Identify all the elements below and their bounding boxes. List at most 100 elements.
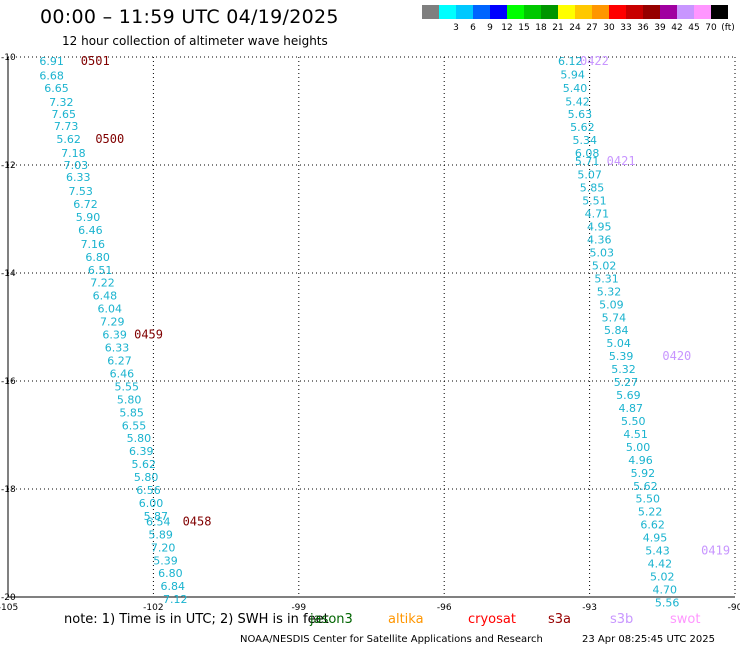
footer-timestamp: 23 Apr 08:25:45 UTC 2025	[582, 634, 715, 645]
lat-tick-label: -16	[1, 377, 16, 387]
wave-height-value: 5.43	[645, 545, 670, 558]
wave-height-value: 6.91	[39, 55, 64, 68]
scale-unit: (ft)	[721, 23, 735, 33]
wave-height-value: 5.02	[592, 259, 617, 272]
wave-height-value: 7.73	[54, 120, 79, 133]
wave-height-value: 5.39	[153, 554, 178, 567]
scale-label: 39	[654, 23, 666, 33]
wave-height-value: 6.48	[93, 290, 118, 303]
wave-height-value: 5.34	[573, 134, 598, 147]
track-time-label: 0419	[701, 544, 730, 558]
lon-tick-label: -90	[728, 603, 740, 613]
wave-height-value: 7.16	[81, 238, 106, 251]
wave-height-value: 5.22	[638, 506, 663, 519]
track-time-label: 0458	[183, 514, 212, 528]
wave-height-value: 5.69	[616, 389, 641, 402]
scale-swatch	[490, 5, 507, 19]
wave-height-value: 7.22	[90, 277, 115, 290]
wave-height-value: 5.94	[560, 68, 585, 81]
track-time-label: 0422	[580, 54, 609, 68]
wave-height-value: 6.46	[78, 224, 103, 237]
wave-height-value: 5.09	[599, 298, 624, 311]
wave-height-value: 6.68	[39, 69, 64, 82]
scale-label: 33	[620, 23, 632, 33]
wave-height-value: 5.39	[609, 350, 634, 363]
track-time-label: 0500	[95, 132, 124, 146]
scale-swatch	[439, 5, 456, 19]
wave-height-value: 5.51	[582, 195, 607, 208]
scale-swatch	[422, 5, 439, 19]
wave-height-value: 4.36	[587, 234, 612, 247]
wave-height-value: 6.04	[98, 303, 123, 316]
wave-height-value: 5.87	[144, 510, 169, 523]
wave-height-value: 5.90	[76, 211, 101, 224]
satellite-legend-altika: altika	[388, 612, 424, 627]
scale-label: 21	[552, 23, 564, 33]
scale-label: 6	[470, 23, 476, 33]
wave-height-value: 7.29	[100, 316, 125, 329]
scale-swatch	[609, 5, 626, 19]
wave-height-value: 7.32	[49, 96, 74, 109]
wave-height-value: 6.33	[66, 171, 91, 184]
scale-label: 30	[603, 23, 615, 33]
lon-tick-label: -96	[437, 603, 452, 613]
lon-tick-label: -99	[291, 603, 306, 613]
wave-height-value: 6.65	[44, 82, 69, 95]
wave-height-value: 6.39	[129, 445, 154, 458]
scale-swatch	[575, 5, 592, 19]
wave-height-value: 5.04	[606, 337, 631, 350]
scale-swatch	[660, 5, 677, 19]
wave-height-value: 7.12	[163, 593, 188, 606]
wave-height-value: 5.02	[650, 570, 675, 583]
wave-height-value: 4.95	[643, 532, 668, 545]
wave-height-value: 5.62	[56, 133, 81, 146]
scale-swatch	[694, 5, 711, 19]
wave-height-value: 7.18	[61, 147, 86, 160]
wave-height-value: 7.53	[68, 185, 93, 198]
wave-height-value: 7.65	[51, 108, 76, 121]
scale-label: 70	[705, 23, 717, 33]
wave-height-value: 4.87	[619, 402, 644, 415]
scale-swatch	[677, 5, 694, 19]
wave-height-value: 4.71	[585, 208, 610, 221]
wave-height-value: 4.70	[652, 583, 677, 596]
scale-label: 18	[535, 23, 547, 33]
wave-height-value: 5.31	[594, 272, 619, 285]
scale-swatch	[643, 5, 660, 19]
wave-height-value: 5.50	[621, 415, 646, 428]
wave-height-value: 6.62	[640, 519, 665, 532]
wave-height-value: 5.62	[570, 121, 595, 134]
scale-swatch	[456, 5, 473, 19]
scale-label: 15	[518, 23, 530, 33]
wave-height-value: 5.89	[148, 528, 173, 541]
scale-swatch	[626, 5, 643, 19]
scale-label: 12	[501, 23, 513, 33]
satellite-legend-jason3: jason3	[310, 612, 353, 627]
wave-height-value: 6.80	[158, 567, 183, 580]
wave-height-value: 6.72	[73, 198, 98, 211]
wave-height-value: 5.62	[633, 480, 658, 493]
wave-height-value: 5.84	[604, 324, 629, 337]
wave-height-value: 5.92	[631, 467, 656, 480]
scale-swatch	[541, 5, 558, 19]
track-time-label: 0501	[81, 54, 110, 68]
wave-height-value: 4.42	[648, 558, 673, 571]
wave-height-value: 6.80	[85, 251, 110, 264]
lat-tick-label: -14	[1, 269, 16, 279]
scale-swatch	[524, 5, 541, 19]
wave-height-value: 6.39	[102, 329, 127, 342]
scale-label: 36	[637, 23, 649, 33]
wave-height-value: 7.20	[151, 541, 176, 554]
wave-height-value: 4.51	[623, 428, 648, 441]
wave-height-value: 5.63	[568, 108, 593, 121]
scale-swatch	[507, 5, 524, 19]
footer-organization: NOAA/NESDIS Center for Satellite Applica…	[240, 634, 543, 645]
wave-height-value: 5.62	[131, 458, 156, 471]
wave-height-value: 6.55	[122, 419, 147, 432]
wave-height-value: 5.80	[134, 471, 159, 484]
page-title: 00:00 – 11:59 UTC 04/19/2025	[40, 6, 339, 28]
wave-height-value: 5.32	[597, 285, 622, 298]
lat-tick-label: -20	[1, 593, 16, 603]
wave-height-value: 5.27	[614, 376, 639, 389]
scale-label: 27	[586, 23, 598, 33]
